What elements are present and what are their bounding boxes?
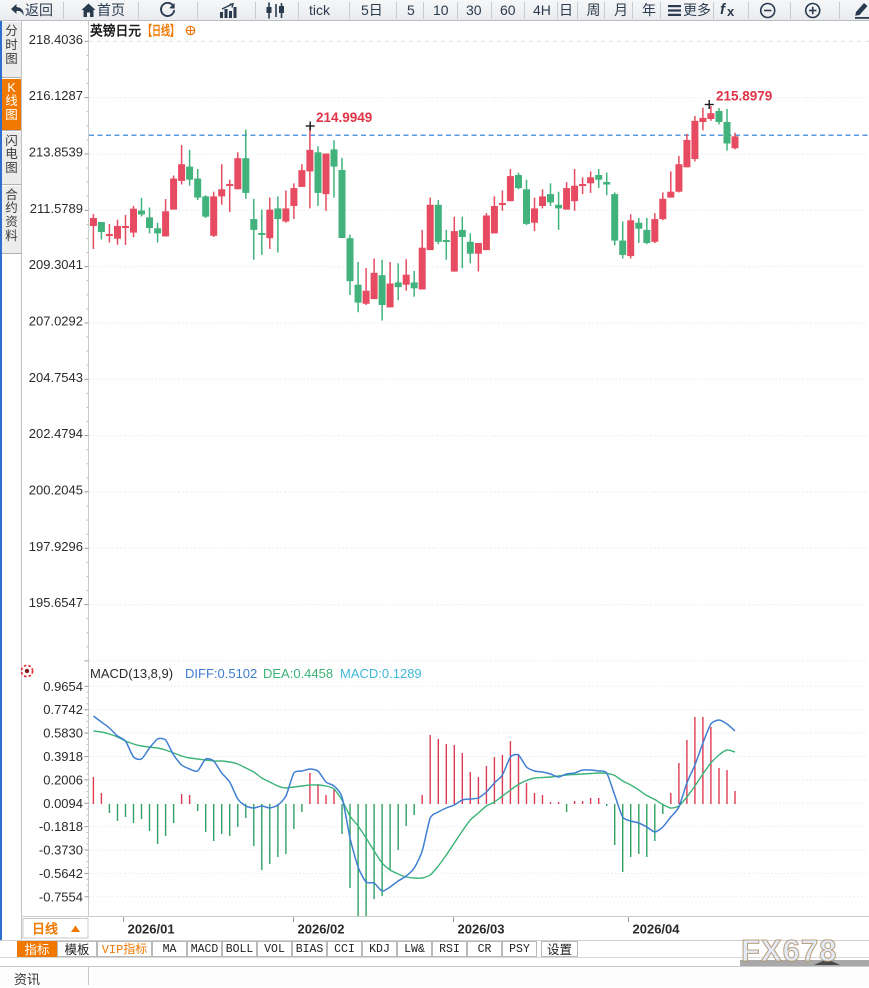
svg-text:2026/01: 2026/01	[128, 922, 175, 937]
svg-text:2026/04: 2026/04	[633, 922, 681, 937]
svg-text:209.3041: 209.3041	[29, 257, 83, 272]
svg-text:211.5789: 211.5789	[30, 201, 83, 216]
svg-text:DIFF:0.5102: DIFF:0.5102	[185, 666, 257, 681]
svg-text:-0.1818: -0.1818	[39, 819, 83, 834]
svg-text:213.8539: 213.8539	[29, 145, 83, 160]
svg-text:DEA:0.4458: DEA:0.4458	[263, 666, 333, 681]
svg-text:202.4794: 202.4794	[29, 426, 83, 441]
svg-text:204.7543: 204.7543	[29, 370, 83, 385]
svg-text:-0.5642: -0.5642	[39, 866, 83, 881]
svg-text:2026/02: 2026/02	[298, 922, 345, 937]
svg-text:0.7742: 0.7742	[43, 702, 83, 717]
svg-text:214.9949: 214.9949	[316, 110, 372, 125]
svg-text:-0.7554: -0.7554	[39, 889, 83, 904]
svg-text:0.5830: 0.5830	[43, 726, 83, 741]
svg-text:216.1287: 216.1287	[29, 88, 83, 103]
svg-text:0.0094: 0.0094	[43, 796, 83, 811]
svg-text:197.9296: 197.9296	[29, 539, 83, 554]
svg-text:0.3918: 0.3918	[43, 749, 83, 764]
svg-text:MACD:0.1289: MACD:0.1289	[340, 666, 422, 681]
svg-text:218.4036: 218.4036	[29, 32, 83, 47]
svg-text:【日线】: 【日线】	[143, 23, 179, 39]
svg-text:MACD(13,8,9): MACD(13,8,9)	[90, 666, 173, 681]
svg-text:日线: 日线	[32, 922, 58, 937]
svg-text:207.0292: 207.0292	[29, 313, 83, 328]
svg-text:195.6547: 195.6547	[29, 595, 83, 610]
svg-text:200.2045: 200.2045	[29, 482, 83, 497]
svg-text:-0.3730: -0.3730	[39, 843, 83, 858]
svg-text:2026/03: 2026/03	[458, 922, 505, 937]
svg-text:215.8979: 215.8979	[716, 89, 772, 104]
svg-text:英镑日元: 英镑日元	[89, 23, 141, 39]
svg-text:0.9654: 0.9654	[43, 679, 83, 694]
svg-text:0.2006: 0.2006	[43, 772, 83, 787]
